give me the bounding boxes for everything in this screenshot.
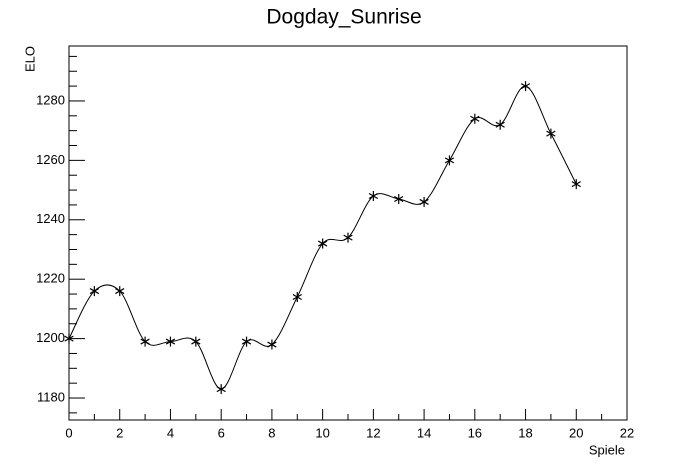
marker (343, 232, 353, 243)
x-tick-label: 16 (468, 425, 482, 440)
marker (444, 155, 455, 166)
y-axis-label: ELO (22, 46, 37, 72)
x-tick-label: 6 (218, 425, 225, 440)
y-tick-label: 1220 (36, 271, 65, 286)
y-tick-label: 1180 (37, 389, 65, 404)
marker (394, 193, 404, 204)
marker (368, 191, 379, 202)
marker (191, 336, 201, 347)
marker (571, 179, 581, 190)
marker (140, 336, 150, 347)
marker (115, 286, 125, 297)
x-tick-label: 10 (315, 425, 329, 440)
marker (419, 196, 429, 207)
marker (165, 336, 176, 347)
x-tick-label: 0 (65, 425, 72, 440)
marker (495, 119, 505, 130)
x-tick-label: 18 (518, 425, 532, 440)
y-tick-label: 1260 (36, 152, 65, 167)
chart-title: Dogday_Sunrise (266, 6, 421, 29)
x-tick-label: 12 (366, 425, 380, 440)
x-tick-label: 8 (268, 425, 275, 440)
marker (267, 339, 277, 350)
marker (241, 336, 252, 347)
y-tick-label: 1240 (36, 211, 65, 226)
x-axis-label: Spiele (589, 442, 625, 457)
x-tick-label: 4 (167, 425, 174, 440)
marker (470, 113, 480, 124)
y-tick-label: 1200 (36, 330, 65, 345)
x-tick-label: 22 (620, 425, 634, 440)
marker (216, 384, 226, 395)
y-tick-label: 1280 (36, 92, 65, 107)
x-tick-label: 20 (569, 425, 583, 440)
marker (317, 238, 328, 249)
x-tick-label: 14 (417, 425, 431, 440)
marker (520, 81, 531, 92)
marker (546, 128, 556, 139)
marker (64, 333, 74, 344)
marker (89, 286, 100, 297)
x-tick-label: 2 (116, 425, 123, 440)
marker (292, 292, 302, 303)
